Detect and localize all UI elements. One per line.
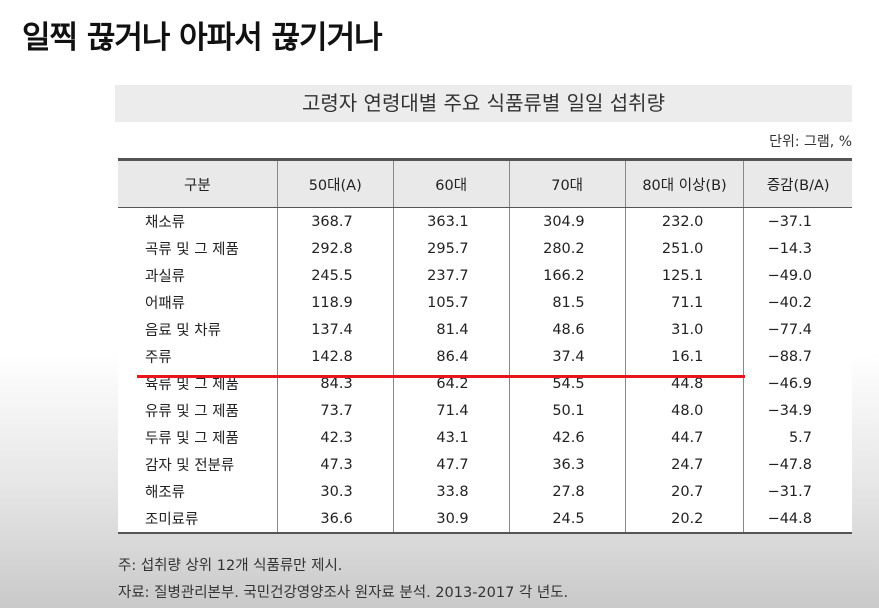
column-header: 70대 <box>508 158 626 208</box>
table-row: 해조류 30.3 33.8 27.8 20.7 −31.7 <box>118 478 852 505</box>
slide-title: 일찍 끊거나 아파서 끊기거나 <box>22 20 383 56</box>
row-label: 유류 및 그 제품 <box>145 404 239 420</box>
cell-value: 44.8 <box>624 370 744 397</box>
column-header: 60대 <box>392 158 510 208</box>
cell-value: −49.0 <box>743 262 852 289</box>
column-header: 50대(A) <box>276 158 394 208</box>
cell-value: 5.7 <box>743 424 852 451</box>
cell-value: 105.7 <box>392 289 510 316</box>
cell-value: 251.0 <box>624 235 744 262</box>
cell-value: 44.7 <box>624 424 744 451</box>
cell-value: 36.3 <box>508 451 626 478</box>
row-label: 과실류 <box>145 269 186 285</box>
cell-value: 245.5 <box>276 262 394 289</box>
cell-value: 48.6 <box>508 316 626 343</box>
cell-value: −34.9 <box>743 397 852 424</box>
cell-value: 54.5 <box>508 370 626 397</box>
table-row: 어패류 118.9 105.7 81.5 71.1 −40.2 <box>118 289 852 316</box>
cell-value: 50.1 <box>508 397 626 424</box>
cell-value: 27.8 <box>508 478 626 505</box>
row-label: 조미료류 <box>118 505 278 534</box>
cell-value: 24.7 <box>624 451 744 478</box>
header-row: 구분 50대(A) 60대 70대 80대 이상(B) 증감(B/A) <box>118 158 852 208</box>
cell-value: 47.3 <box>276 451 394 478</box>
row-label: 주류 <box>145 350 172 366</box>
cell-value: 30.9 <box>392 505 510 534</box>
row-label: 음료 및 차류 <box>145 323 221 339</box>
cell-value: 42.6 <box>508 424 626 451</box>
unit-label: 단위: 그램, % <box>769 134 852 150</box>
row-label: 두류 및 그 제품 <box>145 431 239 447</box>
column-header: 증감(B/A) <box>743 158 852 208</box>
table-row: 곡류 및 그 제품 292.8 295.7 280.2 251.0 −14.3 <box>118 235 852 262</box>
cell-value: 118.9 <box>276 289 394 316</box>
cell-value: −44.8 <box>743 505 852 534</box>
cell-value: 237.7 <box>392 262 510 289</box>
cell-value: 232.0 <box>624 207 744 235</box>
cell-value: 86.4 <box>392 343 510 370</box>
cell-value: 295.7 <box>392 235 510 262</box>
data-table: 구분 50대(A) 60대 70대 80대 이상(B) 증감(B/A) 채소류 368.7 36… <box>118 158 852 534</box>
cell-value: 43.1 <box>392 424 510 451</box>
table-row: 과실류 245.5 237.7 166.2 125.1 −49.0 <box>118 262 852 289</box>
cell-value: 166.2 <box>508 262 626 289</box>
cell-value: 36.6 <box>276 505 394 534</box>
column-header: 구분 <box>118 158 278 208</box>
table-row: 육류 및 그 제품 84.3 64.2 54.5 44.8 −46.9 <box>118 370 852 397</box>
cell-value: 125.1 <box>624 262 744 289</box>
cell-value: 84.3 <box>276 370 394 397</box>
table-row: 음료 및 차류 137.4 81.4 48.6 31.0 −77.4 <box>118 316 852 343</box>
cell-value: −37.1 <box>743 207 852 235</box>
table-row: 주류 142.8 86.4 37.4 16.1 −88.7 <box>118 343 852 370</box>
cell-value: 47.7 <box>392 451 510 478</box>
cell-value: 71.4 <box>392 397 510 424</box>
table-title: 고령자 연령대별 주요 식품류별 일일 섭취량 <box>115 85 852 122</box>
note: 주: 섭취량 상위 12개 식품류만 제시. <box>118 558 343 574</box>
table-row: 두류 및 그 제품 42.3 43.1 42.6 44.7 5.7 <box>118 424 852 451</box>
cell-value: 31.0 <box>624 316 744 343</box>
cell-value: 280.2 <box>508 235 626 262</box>
row-label: 육류 및 그 제품 <box>145 377 239 393</box>
cell-value: −14.3 <box>743 235 852 262</box>
cell-value: 30.3 <box>276 478 394 505</box>
row-label: 해조류 <box>145 485 186 501</box>
cell-value: 304.9 <box>508 207 626 235</box>
cell-value: −46.9 <box>743 370 852 397</box>
cell-value: 292.8 <box>276 235 394 262</box>
table-row: 조미료류 36.6 30.9 24.5 20.2 −44.8 <box>118 505 852 534</box>
cell-value: 81.5 <box>508 289 626 316</box>
cell-value: 16.1 <box>624 343 744 370</box>
cell-value: 137.4 <box>276 316 394 343</box>
cell-value: −40.2 <box>743 289 852 316</box>
source: 자료: 질병관리본부. 국민건강영양조사 원자료 분석. 2013-2017 각… <box>118 585 569 601</box>
cell-value: 363.1 <box>392 207 510 235</box>
highlight-line <box>137 375 745 378</box>
cell-value: 71.1 <box>624 289 744 316</box>
cell-value: 73.7 <box>276 397 394 424</box>
cell-value: 20.2 <box>624 505 744 534</box>
cell-value: 81.4 <box>392 316 510 343</box>
cell-value: 48.0 <box>624 397 744 424</box>
cell-value: 368.7 <box>276 207 394 235</box>
cell-value: 33.8 <box>392 478 510 505</box>
row-label: 채소류 <box>145 215 186 231</box>
table-row: 채소류 368.7 363.1 304.9 232.0 −37.1 <box>118 207 852 235</box>
row-label: 어패류 <box>145 296 186 312</box>
cell-value: 37.4 <box>508 343 626 370</box>
cell-value: −77.4 <box>743 316 852 343</box>
table-row: 감자 및 전분류 47.3 47.7 36.3 24.7 −47.8 <box>118 451 852 478</box>
cell-value: 20.7 <box>624 478 744 505</box>
table-row: 유류 및 그 제품 73.7 71.4 50.1 48.0 −34.9 <box>118 397 852 424</box>
row-label: 곡류 및 그 제품 <box>145 242 239 258</box>
cell-value: 142.8 <box>276 343 394 370</box>
row-label: 감자 및 전분류 <box>145 458 235 474</box>
cell-value: 64.2 <box>392 370 510 397</box>
column-header: 80대 이상(B) <box>624 158 744 208</box>
cell-value: −88.7 <box>743 343 852 370</box>
cell-value: −31.7 <box>743 478 852 505</box>
cell-value: 24.5 <box>508 505 626 534</box>
cell-value: −47.8 <box>743 451 852 478</box>
cell-value: 42.3 <box>276 424 394 451</box>
